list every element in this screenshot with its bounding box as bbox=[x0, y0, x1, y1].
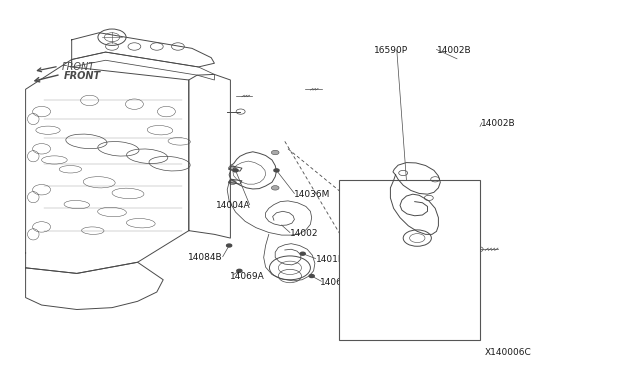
Bar bbox=[394, 292, 416, 301]
Text: 14004A: 14004A bbox=[216, 201, 251, 210]
Text: X140006C: X140006C bbox=[485, 348, 532, 357]
Text: FRONT: FRONT bbox=[62, 62, 95, 72]
Circle shape bbox=[271, 186, 279, 190]
Text: 14084B: 14084B bbox=[188, 253, 223, 262]
Circle shape bbox=[271, 150, 279, 155]
Circle shape bbox=[300, 252, 305, 255]
Text: 16590P: 16590P bbox=[374, 46, 408, 55]
Circle shape bbox=[228, 180, 236, 185]
Circle shape bbox=[274, 169, 279, 172]
Bar bbox=[419, 280, 437, 287]
Bar bbox=[419, 294, 438, 302]
Text: 14069A: 14069A bbox=[230, 272, 265, 280]
Text: 14002M: 14002M bbox=[344, 207, 380, 216]
Circle shape bbox=[237, 269, 242, 272]
Circle shape bbox=[233, 169, 238, 172]
Text: FRONT: FRONT bbox=[64, 71, 101, 81]
Circle shape bbox=[227, 244, 232, 247]
Circle shape bbox=[411, 318, 421, 324]
Bar bbox=[339, 180, 480, 340]
Text: 14069C: 14069C bbox=[320, 278, 355, 287]
Text: 1401BM: 1401BM bbox=[316, 255, 352, 264]
Text: 14002: 14002 bbox=[290, 229, 319, 238]
Circle shape bbox=[309, 275, 314, 278]
Circle shape bbox=[228, 166, 236, 170]
Text: 14036M: 14036M bbox=[294, 190, 331, 199]
Text: 14002B: 14002B bbox=[481, 119, 516, 128]
Text: 14002B: 14002B bbox=[436, 46, 471, 55]
Bar bbox=[394, 279, 413, 286]
